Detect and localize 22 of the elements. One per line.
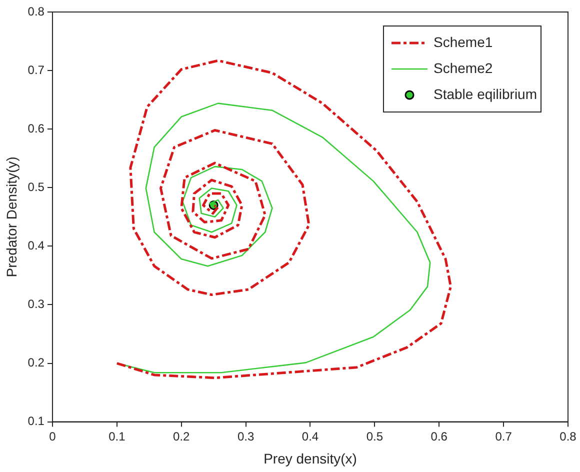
x-tick-label: 0.8	[560, 429, 577, 444]
y-tick-label: 0.3	[28, 297, 45, 312]
y-tick-label: 0.1	[28, 414, 45, 428]
y-axis-title: Predator Density(y)	[3, 156, 20, 278]
y-tick-label: 0.8	[28, 4, 45, 18]
x-tick-label: 0.5	[366, 429, 384, 444]
y-tick-label: 0.6	[28, 121, 45, 136]
x-tick-label: 0.2	[173, 429, 190, 444]
x-tick-label: 0	[49, 429, 56, 444]
x-tick-label: 0.4	[302, 429, 319, 444]
y-tick-label: 0.5	[28, 180, 45, 194]
legend-label: Scheme1	[434, 34, 493, 50]
x-tick-label: 0.6	[430, 429, 448, 444]
y-tick-label: 0.4	[28, 238, 45, 252]
x-tick-label: 0.1	[108, 429, 126, 444]
legend-label: Scheme2	[434, 60, 493, 76]
x-tick-label: 0.7	[495, 429, 512, 444]
legend-label: Stable eqilibrium	[434, 86, 538, 102]
y-tick-label: 0.2	[28, 356, 45, 370]
x-axis-title: Prey density(x)	[264, 450, 357, 466]
y-tick-label: 0.7	[28, 62, 45, 77]
x-tick-label: 0.3	[237, 429, 254, 444]
